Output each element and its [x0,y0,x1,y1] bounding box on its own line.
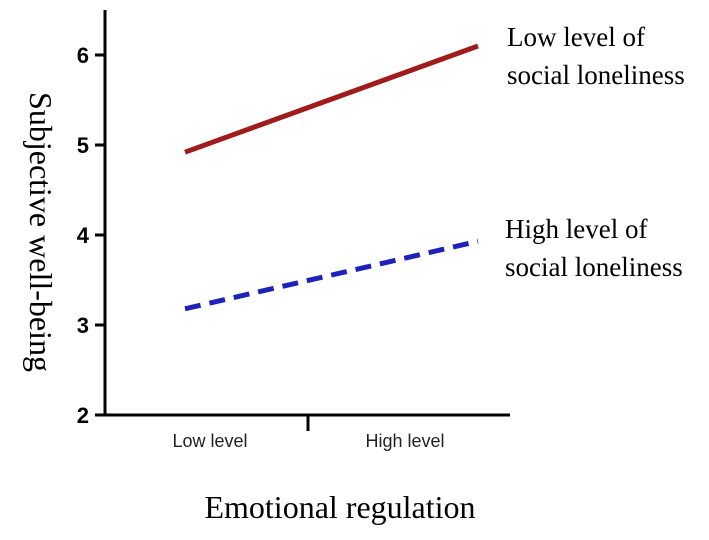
x-tick-label: Low level [172,431,247,451]
series-label: social loneliness [505,252,683,282]
y-tick-label: 4 [77,223,90,248]
x-tick-label: High level [365,431,444,451]
y-tick-label: 3 [77,313,89,338]
series-lines [184,43,479,312]
y-tick-label: 6 [77,43,89,68]
y-tick-label: 2 [77,403,89,428]
axes: 2 3 4 5 6 Low level High level [77,10,510,451]
labels: Low level of social loneliness High level … [23,22,685,525]
y-axis-title: Subjective well-being [23,92,59,372]
series-label: High level of [505,214,647,244]
series-line-1 [184,43,479,155]
x-axis-title: Emotional regulation [204,489,475,525]
y-tick-label: 5 [77,133,89,158]
series-line-2 [184,238,479,312]
series-label: social loneliness [507,60,685,90]
series-label: Low level of [507,22,645,52]
